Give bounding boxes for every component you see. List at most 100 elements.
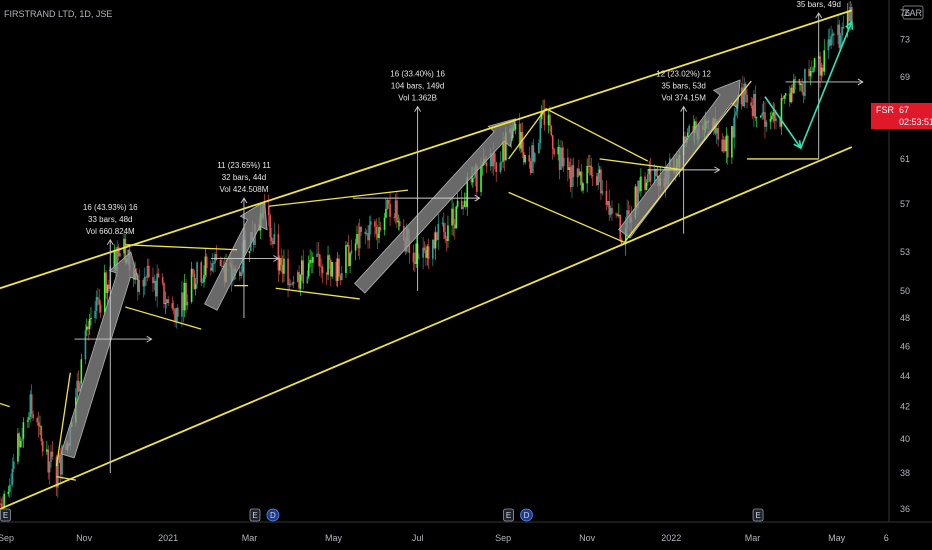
candle-body <box>30 394 33 414</box>
candle-body <box>46 449 48 452</box>
earnings-event-marker <box>0 508 11 522</box>
candle-body <box>529 161 532 173</box>
candle-body <box>793 79 795 94</box>
candle-body <box>18 433 21 448</box>
currency-badge[interactable]: ZAR <box>902 5 924 20</box>
price-axis[interactable]: 363840424446485053576165697376 <box>900 8 910 514</box>
candle-body <box>648 168 650 175</box>
candle-body <box>415 243 418 264</box>
cyan-arrow-head <box>845 20 854 30</box>
candle-body <box>367 233 369 241</box>
candle-body <box>782 98 784 99</box>
candle-body <box>117 246 120 257</box>
candle-body <box>210 267 212 271</box>
candle-body <box>454 224 456 229</box>
x-tick-label: 2022 <box>661 533 681 543</box>
candle-body <box>624 228 627 245</box>
candle-body <box>327 255 329 275</box>
candle-body <box>287 258 289 286</box>
projection-4-horizontal-head <box>714 166 721 174</box>
candle-body <box>182 292 185 311</box>
candle-body <box>695 121 697 130</box>
candle-body <box>338 258 340 276</box>
candle-body <box>831 33 834 36</box>
candle-body <box>394 200 397 218</box>
candle-body <box>203 274 205 283</box>
candle-body <box>98 299 101 305</box>
candle-body <box>320 266 322 268</box>
candle-body <box>142 280 145 287</box>
candle-body <box>192 268 194 274</box>
projection-2-vertical-head <box>240 197 248 204</box>
candle-body <box>357 233 360 249</box>
candle-body <box>784 93 787 96</box>
candle-body <box>580 171 583 191</box>
candle-body <box>799 83 802 86</box>
event-label: D <box>270 511 276 520</box>
candle-body <box>321 266 324 274</box>
x-tick-label: Nov <box>76 533 93 543</box>
candle-body <box>460 200 463 209</box>
candle-body <box>615 213 617 215</box>
candle-body <box>40 425 43 442</box>
projection-4-vertical-head <box>680 105 688 112</box>
candle-body <box>41 441 44 452</box>
candle-body <box>137 274 139 292</box>
candle-body <box>587 165 590 167</box>
last-price-badge: FSR 67 02:53:51 <box>871 103 932 129</box>
candle-body <box>119 253 121 257</box>
countdown-label: 02:53:51 <box>899 117 932 127</box>
candle-body <box>725 135 728 152</box>
candle-body <box>383 217 386 230</box>
candle-body <box>557 147 560 155</box>
candle-body <box>649 168 652 182</box>
candle-body <box>215 253 218 260</box>
gray-arrows-layer <box>60 79 741 459</box>
candle-body <box>473 177 475 179</box>
candle-body <box>39 425 41 427</box>
candle-body <box>724 139 726 152</box>
candle-body <box>733 115 736 138</box>
candle-body <box>722 139 725 152</box>
candle-body <box>161 277 164 283</box>
candle-body <box>88 318 91 330</box>
candle-body <box>376 233 379 239</box>
projection-3-label-2: 104 bars, 149d <box>391 82 444 91</box>
candle-body <box>36 418 39 423</box>
candle-body <box>105 272 107 293</box>
y-tick-label: 42 <box>900 402 910 412</box>
y-tick-label: 38 <box>900 468 910 478</box>
candle-body <box>358 226 361 249</box>
candle-body <box>765 121 768 127</box>
candle-body <box>780 98 783 127</box>
candle-body <box>3 493 5 508</box>
candle-body <box>368 224 371 241</box>
channel-lines-layer <box>0 9 853 510</box>
candle-body <box>335 261 338 282</box>
candle-body <box>773 112 776 121</box>
candle-body <box>539 118 542 144</box>
candle-body <box>61 445 63 475</box>
candle-body <box>296 272 299 282</box>
candle-body <box>174 308 176 322</box>
candle-body <box>522 152 525 163</box>
candle-body <box>163 282 165 305</box>
candle-body <box>252 239 255 245</box>
candle-body <box>325 273 328 275</box>
candle-body <box>502 141 504 162</box>
candle-body <box>692 125 695 134</box>
projection-2-label-1: 11 (23.65%) 11 <box>217 161 271 170</box>
candle-body <box>55 456 58 488</box>
candle-body <box>505 132 507 161</box>
earnings-event-marker <box>752 508 764 522</box>
candle-body <box>312 257 314 263</box>
symbol-label: FSR <box>876 105 895 115</box>
candle-body <box>10 484 12 486</box>
candle-body <box>605 190 608 206</box>
candle-body <box>19 440 22 448</box>
candle-body <box>37 422 40 426</box>
candle-body <box>59 454 62 475</box>
time-axis[interactable]: Sep Nov 2021 Mar May Jul Sep Nov 2022 Mar May 6 <box>0 533 889 543</box>
pattern-line <box>0 402 10 408</box>
